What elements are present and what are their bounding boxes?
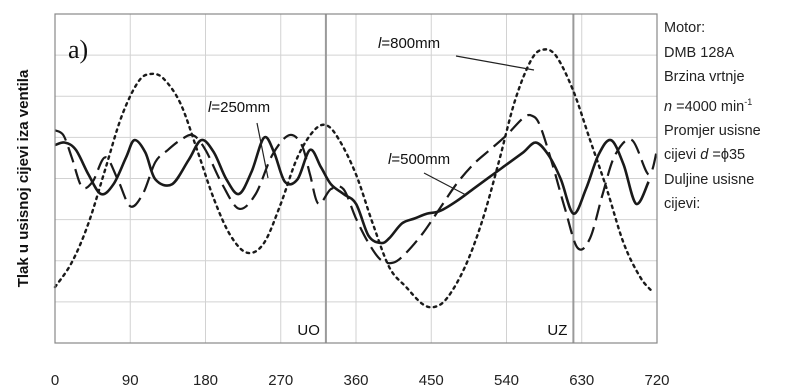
- x-tick-270: 270: [268, 372, 293, 388]
- info-line-speed: n =4000 min-1: [664, 96, 753, 115]
- x-tick-labels: 0 90 180 270 360 450 540 630 720: [51, 372, 670, 388]
- series-label-500mm: l=500mm: [388, 151, 450, 168]
- info-line-diameter-title: Promjer usisne: [664, 122, 761, 139]
- series-group: [53, 48, 659, 309]
- plot-frame: [54, 13, 658, 344]
- info-line-length: cijevi:: [664, 196, 701, 213]
- panel-label: a): [68, 35, 88, 64]
- x-tick-180: 180: [193, 372, 218, 388]
- x-tick-0: 0: [51, 372, 59, 388]
- series-label-800mm: l=800mm: [378, 35, 440, 52]
- x-tick-90: 90: [122, 372, 139, 388]
- x-tick-360: 360: [343, 372, 368, 388]
- info-line-diameter: cijevi d =ϕ35: [664, 147, 746, 164]
- x-tick-630: 630: [569, 372, 594, 388]
- series-line-800mm: [53, 48, 654, 309]
- y-axis-label: Tlak u usisnoj cijevi iza ventila: [15, 69, 32, 287]
- series-labels: l=250mm l=500mm l=800mm: [208, 35, 450, 168]
- label-leaders: [256, 55, 535, 196]
- info-panel: Motor: DMB 128A Brzina vrtnje n =4000 mi…: [664, 16, 798, 217]
- series-line-500mm: [54, 113, 659, 265]
- marker-label-uo: UO: [297, 322, 320, 339]
- x-tick-540: 540: [494, 372, 519, 388]
- marker-label-uz: UZ: [547, 322, 567, 339]
- info-line-length-title: Duljine usisne: [664, 171, 755, 188]
- info-line-speed-title: Brzina vrtnje: [664, 69, 745, 85]
- x-tick-720: 720: [644, 372, 669, 388]
- leader-0: [256, 122, 269, 179]
- info-line-motor: Motor:: [664, 20, 706, 36]
- grid-lines: [55, 14, 657, 343]
- series-label-250mm: l=250mm: [208, 99, 270, 116]
- x-tick-450: 450: [419, 372, 444, 388]
- info-line-engine: DMB 128A: [664, 44, 735, 61]
- leader-2: [455, 55, 535, 71]
- leader-1: [423, 172, 467, 196]
